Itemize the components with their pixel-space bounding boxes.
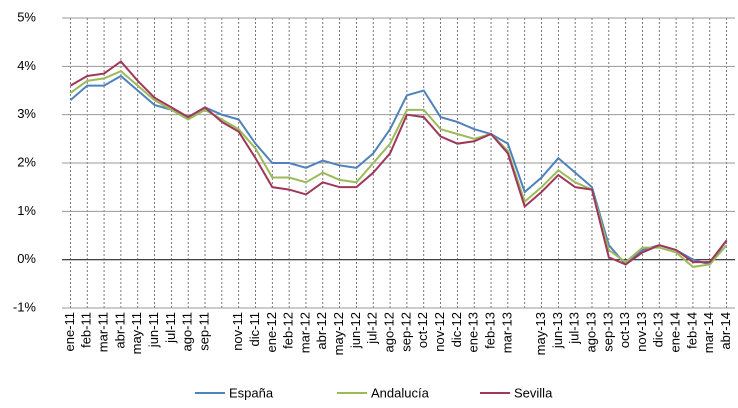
series-line (69, 70, 728, 268)
x-tick-label: feb-11 (79, 312, 94, 348)
y-tick-label: -1% (13, 299, 37, 314)
x-tick-label: jun-13 (550, 312, 565, 349)
series-line (69, 60, 728, 266)
x-tick-label: ene-12 (264, 312, 279, 352)
x-tick-label: jun-11 (146, 312, 161, 348)
x-tick-label: nov-13 (634, 312, 649, 352)
x-tick-label: jul-11 (163, 312, 178, 344)
legend-label: Andalucía (371, 385, 430, 400)
y-tick-label: 3% (17, 106, 36, 121)
x-tick-label: ene-11 (62, 312, 77, 352)
x-tick-label: may-11 (129, 312, 144, 354)
x-tick-label: jul-13 (567, 312, 582, 345)
y-tick-label: 5% (17, 9, 36, 24)
series-line (69, 74, 728, 266)
x-tick-label: feb-14 (684, 312, 699, 349)
legend-label: Sevilla (514, 385, 553, 400)
x-tick-label: oct-13 (617, 312, 632, 348)
x-tick-label: dic-12 (449, 312, 464, 347)
y-tick-label: 0% (17, 251, 36, 266)
x-tick-label: jun-12 (348, 312, 363, 349)
x-tick-label: ago-11 (180, 312, 195, 352)
x-tick-label: abr-12 (314, 312, 329, 350)
x-tick-label: mar-12 (297, 312, 312, 353)
x-tick-label: may-13 (533, 312, 548, 355)
x-tick-label: abr-11 (112, 312, 127, 349)
x-tick-label: oct-12 (415, 312, 430, 348)
x-tick-label: ago-12 (382, 312, 397, 352)
y-tick-label: 1% (17, 203, 36, 218)
x-tick-label: sep-12 (398, 312, 413, 352)
x-tick-label: may-12 (331, 312, 346, 355)
x-tick-label: mar-14 (701, 312, 716, 353)
x-tick-label: feb-13 (482, 312, 497, 349)
y-tick-label: 2% (17, 154, 36, 169)
y-tick-label: 4% (17, 58, 36, 73)
x-tick-label: abr-14 (718, 312, 733, 350)
legend-label: España (229, 385, 274, 400)
x-tick-label: dic-13 (651, 312, 666, 347)
x-tick-label: feb-12 (281, 312, 296, 349)
x-tick-label: sep-13 (600, 312, 615, 352)
x-tick-label: dic-11 (247, 312, 262, 346)
x-tick-label: sep-11 (196, 312, 211, 351)
x-tick-label: ago-13 (583, 312, 598, 352)
x-tick-label: mar-11 (96, 312, 111, 352)
x-tick-label: jul-12 (365, 312, 380, 345)
x-tick-label: nov-12 (432, 312, 447, 352)
x-tick-label: mar-13 (499, 312, 514, 353)
x-tick-label: ene-13 (466, 312, 481, 352)
x-tick-label: ene-14 (668, 312, 683, 352)
x-tick-label: nov-11 (230, 312, 245, 351)
